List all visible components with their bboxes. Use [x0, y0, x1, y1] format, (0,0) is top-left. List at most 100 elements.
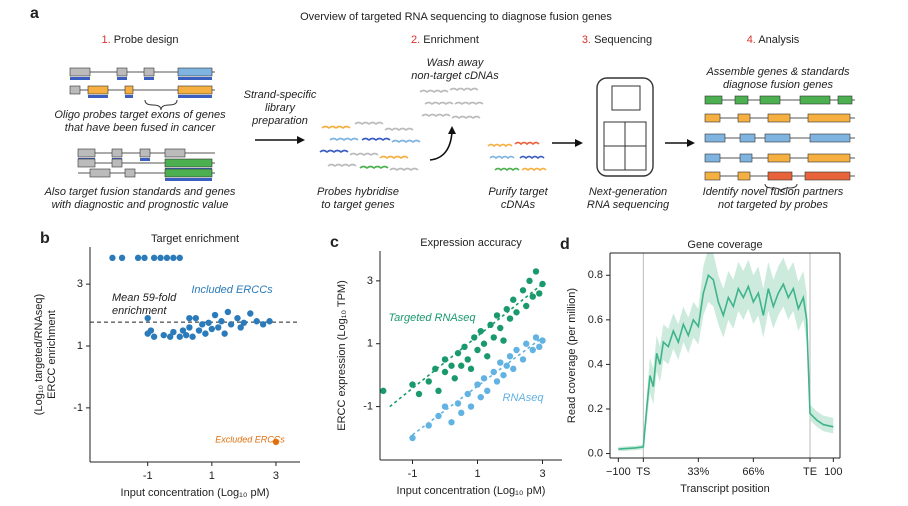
y-tick-label: 0.4 [588, 358, 603, 370]
point [539, 337, 546, 344]
exon [69, 67, 91, 77]
exon [804, 171, 851, 181]
point [247, 310, 254, 317]
point [109, 254, 116, 262]
x-tick-label: 100 [824, 466, 842, 478]
exon [764, 133, 791, 143]
arrow [429, 131, 453, 161]
point [464, 390, 471, 398]
cdna [421, 113, 451, 118]
point [192, 314, 200, 322]
point [141, 254, 148, 262]
point [170, 254, 177, 262]
point [163, 254, 171, 262]
caption: library [265, 102, 296, 114]
series-label: Included ERCCs [191, 284, 273, 296]
chart-title: Gene coverage [687, 239, 762, 251]
caption: Identify novel fusion partners [703, 186, 844, 198]
caption: diagnose fusion genes [723, 79, 834, 91]
caption: Also target fusion standards and genes [44, 186, 236, 198]
exon [767, 113, 791, 123]
exon [164, 168, 213, 178]
caption: Assemble genes & standards [705, 66, 850, 78]
exon [177, 67, 213, 77]
probe [70, 77, 90, 80]
confidence-band [618, 253, 834, 452]
cdna [487, 143, 513, 148]
point [477, 327, 484, 335]
exon [77, 148, 96, 158]
cdna [359, 165, 389, 170]
cdna [521, 167, 547, 172]
exon [739, 153, 753, 163]
exon [177, 85, 213, 95]
exon [124, 85, 134, 95]
point [471, 334, 478, 341]
arrow-head [448, 126, 456, 134]
y-tick-label: 3 [77, 278, 83, 290]
point [529, 346, 536, 354]
overview-diagram [69, 67, 855, 193]
point [448, 419, 455, 426]
point [218, 318, 225, 325]
point [189, 333, 196, 340]
panel-letter: a [30, 5, 39, 22]
point [532, 334, 540, 341]
point [519, 287, 527, 294]
point [454, 400, 462, 407]
exon [809, 133, 851, 143]
point [448, 362, 455, 369]
exon [759, 95, 781, 105]
point [409, 381, 416, 388]
y-tick-label: 1 [77, 340, 83, 352]
x-axis-label: Transcript position [680, 483, 769, 495]
point [182, 331, 190, 339]
plot-area [618, 253, 834, 458]
point [532, 268, 540, 275]
exon [734, 95, 749, 105]
point [490, 368, 497, 376]
x-tick-label: −100 [606, 466, 631, 478]
step-heading: 1. Probe design [101, 34, 178, 46]
step-name: Probe design [114, 34, 179, 46]
point [506, 353, 514, 360]
point [458, 362, 465, 369]
cdna [424, 101, 454, 106]
point [467, 365, 475, 373]
point [205, 319, 212, 326]
point [253, 318, 260, 325]
x-tick-label: 1 [209, 470, 215, 482]
point [186, 324, 193, 331]
exon [77, 158, 96, 168]
exon [767, 153, 791, 163]
point [523, 302, 530, 310]
y-tick-label: -1 [73, 402, 83, 414]
point [118, 254, 126, 262]
point [441, 356, 449, 363]
plot-area [380, 268, 546, 442]
point [441, 403, 449, 410]
point [409, 434, 416, 442]
y-tick-label: -1 [363, 400, 373, 412]
point [474, 381, 481, 388]
step-heading: 2. Enrichment [411, 34, 479, 46]
probe [165, 178, 212, 181]
point [208, 325, 216, 333]
point [227, 321, 235, 328]
point [464, 356, 471, 363]
point [480, 340, 488, 347]
exon [837, 95, 853, 105]
point [503, 362, 510, 369]
point [134, 254, 142, 262]
step-number: 3. [582, 34, 591, 46]
caption: Wash away [427, 57, 485, 69]
point [176, 254, 183, 262]
cdna [321, 125, 351, 130]
x-tick-label: 1 [474, 468, 480, 480]
point [266, 318, 273, 325]
point [451, 375, 458, 382]
panel-letter: d [560, 236, 570, 253]
annotation: Mean 59-fold [112, 292, 177, 304]
exon [143, 67, 155, 77]
cdna [319, 149, 349, 154]
